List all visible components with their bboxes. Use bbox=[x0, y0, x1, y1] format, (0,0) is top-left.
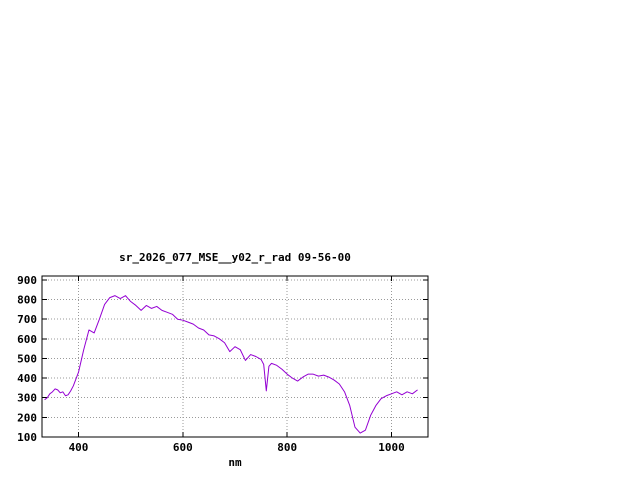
y-tick-label: 700 bbox=[17, 313, 37, 326]
x-tick-label: 600 bbox=[173, 441, 193, 454]
series-line bbox=[44, 295, 418, 434]
y-tick-label: 800 bbox=[17, 294, 37, 307]
y-tick-label: 400 bbox=[17, 372, 37, 385]
y-tick-label: 100 bbox=[17, 431, 37, 444]
chart-title: sr_2026_077_MSE__y02_r_rad 09-56-00 bbox=[119, 251, 351, 264]
x-tick-label: 800 bbox=[277, 441, 297, 454]
y-tick-label: 300 bbox=[17, 392, 37, 405]
y-tick-label: 200 bbox=[17, 411, 37, 424]
x-tick-label: 1000 bbox=[378, 441, 405, 454]
x-axis-label: nm bbox=[228, 456, 242, 469]
y-tick-label: 500 bbox=[17, 352, 37, 365]
y-tick-label: 900 bbox=[17, 274, 37, 287]
plot-border bbox=[41, 275, 429, 438]
x-tick-label: 400 bbox=[69, 441, 89, 454]
y-tick-label: 600 bbox=[17, 333, 37, 346]
